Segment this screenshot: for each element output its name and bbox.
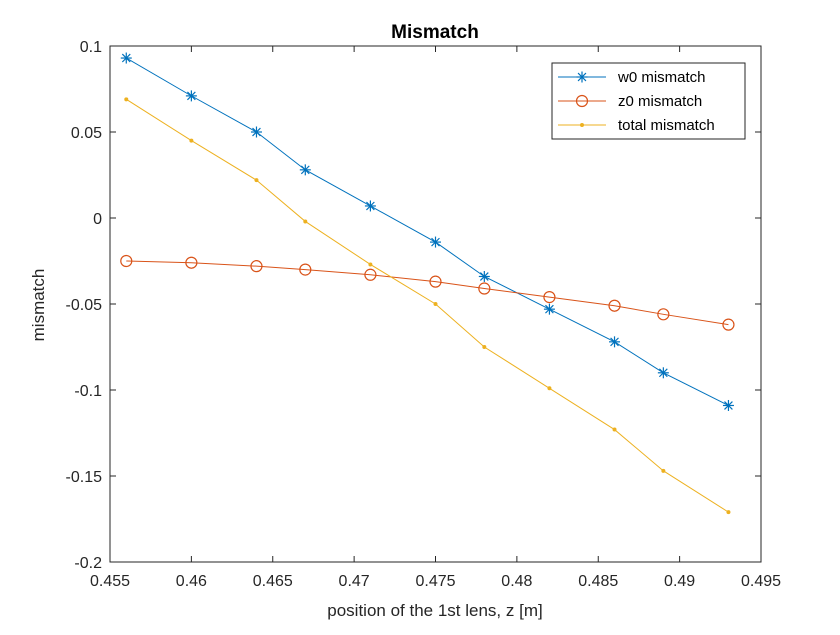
data-point: [547, 386, 552, 391]
data-point: [657, 367, 669, 379]
series-3: [124, 97, 731, 515]
data-point: [478, 282, 491, 295]
series-layer: [120, 52, 735, 515]
data-point: [722, 399, 734, 411]
data-point: [543, 291, 556, 304]
data-point: [124, 97, 129, 102]
data-point: [299, 263, 312, 276]
x-tick-label: 0.475: [415, 573, 455, 590]
data-point: [120, 254, 133, 268]
data-point: [657, 308, 670, 321]
legend: w0 mismatch z0 mismatch total mismatch: [551, 62, 746, 140]
data-point: [661, 468, 666, 473]
x-tick-label: 0.485: [578, 573, 618, 590]
x-axis-label: position of the 1st lens, z [m]: [327, 601, 542, 620]
x-tick-label: 0.46: [176, 573, 207, 590]
legend-marker: [575, 94, 589, 108]
y-tick-label: -0.15: [66, 469, 103, 486]
data-point: [250, 126, 262, 138]
legend-marker: [580, 123, 584, 127]
x-tick-label: 0.47: [339, 573, 370, 590]
data-point: [250, 260, 263, 273]
x-tick-label: 0.455: [90, 573, 130, 590]
data-point: [612, 427, 617, 432]
legend-label: z0 mismatch: [618, 93, 702, 110]
x-tick-label: 0.48: [501, 573, 532, 590]
series-1: [120, 52, 734, 411]
data-point: [609, 336, 621, 348]
data-point: [299, 164, 311, 176]
series-line: [126, 260, 729, 326]
data-point: [368, 262, 373, 267]
series-2: [120, 254, 735, 331]
y-tick-label: 0.1: [80, 39, 102, 56]
data-point: [189, 138, 194, 143]
data-point: [482, 345, 487, 349]
y-tick-label: 0.05: [71, 125, 102, 142]
y-tick-label: -0.05: [66, 297, 103, 314]
chart-title: Mismatch: [391, 22, 479, 43]
data-point: [543, 303, 555, 315]
x-tick-label: 0.49: [664, 573, 695, 590]
data-point: [364, 268, 377, 281]
y-tick-label: -0.2: [74, 555, 102, 572]
data-point: [364, 200, 376, 212]
data-point: [722, 318, 735, 331]
data-point: [120, 52, 132, 64]
legend-item: z0 mismatch: [558, 93, 702, 110]
data-point: [726, 510, 731, 515]
data-point: [185, 256, 198, 269]
y-tick-label: -0.1: [74, 383, 102, 400]
data-point: [433, 302, 438, 306]
x-tick-label: 0.495: [741, 573, 781, 590]
legend-label: total mismatch: [618, 117, 715, 134]
legend-item: total mismatch: [558, 117, 715, 134]
data-point: [303, 219, 308, 224]
data-point: [430, 236, 441, 248]
x-tick-label: 0.465: [253, 573, 293, 590]
data-point: [185, 90, 197, 102]
data-point: [478, 270, 490, 282]
y-tick-label: 0: [93, 211, 102, 228]
legend-label: w0 mismatch: [617, 69, 706, 86]
legend-item: w0 mismatch: [558, 69, 706, 86]
data-point: [608, 299, 621, 312]
data-point: [429, 275, 442, 288]
y-axis-label: mismatch: [29, 269, 48, 342]
data-point: [254, 178, 259, 183]
legend-marker: [576, 71, 588, 83]
